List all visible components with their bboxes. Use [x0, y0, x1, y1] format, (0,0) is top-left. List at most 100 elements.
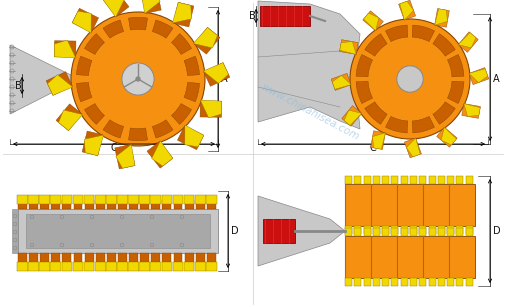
- Circle shape: [71, 12, 205, 146]
- Bar: [456, 176, 463, 184]
- Polygon shape: [152, 141, 173, 166]
- Bar: [117, 195, 128, 204]
- Bar: [437, 176, 444, 184]
- Bar: [391, 278, 397, 286]
- Bar: [344, 278, 351, 286]
- Bar: [139, 195, 149, 204]
- Bar: [391, 226, 397, 234]
- Bar: [409, 228, 416, 236]
- Polygon shape: [46, 72, 72, 95]
- Bar: [26, 214, 210, 248]
- Polygon shape: [115, 145, 135, 169]
- Bar: [428, 228, 435, 236]
- Polygon shape: [10, 45, 79, 114]
- Bar: [344, 184, 474, 226]
- Wedge shape: [356, 54, 372, 77]
- Bar: [372, 278, 379, 286]
- Text: B: B: [15, 81, 22, 91]
- Polygon shape: [406, 138, 420, 157]
- Bar: [95, 195, 106, 204]
- Bar: [409, 176, 416, 184]
- Bar: [419, 228, 425, 236]
- Bar: [84, 253, 93, 262]
- Bar: [129, 200, 138, 209]
- Wedge shape: [103, 120, 123, 138]
- Text: A: A: [492, 74, 498, 84]
- Bar: [39, 195, 50, 204]
- Bar: [118, 200, 127, 209]
- Bar: [428, 176, 435, 184]
- Bar: [172, 262, 183, 271]
- Wedge shape: [152, 20, 173, 38]
- Polygon shape: [372, 133, 385, 149]
- Text: C: C: [369, 143, 376, 153]
- Bar: [62, 195, 72, 204]
- Polygon shape: [141, 0, 160, 14]
- Bar: [84, 262, 94, 271]
- Bar: [409, 226, 416, 234]
- Bar: [372, 228, 379, 236]
- Bar: [344, 228, 351, 236]
- Bar: [18, 253, 27, 262]
- Bar: [437, 226, 444, 234]
- Bar: [195, 200, 204, 209]
- Bar: [419, 176, 425, 184]
- Polygon shape: [173, 2, 193, 27]
- Polygon shape: [339, 41, 356, 54]
- Bar: [29, 200, 38, 209]
- Bar: [95, 262, 106, 271]
- Bar: [150, 195, 161, 204]
- Bar: [62, 253, 71, 262]
- Bar: [50, 195, 61, 204]
- Bar: [465, 278, 472, 286]
- Bar: [354, 226, 361, 234]
- Polygon shape: [258, 196, 344, 266]
- Bar: [17, 262, 28, 271]
- Bar: [161, 262, 172, 271]
- Bar: [428, 278, 435, 286]
- Polygon shape: [461, 103, 479, 118]
- Wedge shape: [171, 33, 191, 54]
- Polygon shape: [339, 40, 358, 54]
- Circle shape: [396, 66, 422, 92]
- Wedge shape: [128, 17, 147, 30]
- Bar: [344, 176, 351, 184]
- Polygon shape: [116, 144, 135, 168]
- Polygon shape: [440, 127, 456, 145]
- Bar: [62, 200, 71, 209]
- Polygon shape: [72, 8, 98, 32]
- Wedge shape: [171, 103, 191, 124]
- Bar: [437, 228, 444, 236]
- Wedge shape: [128, 128, 147, 141]
- Bar: [95, 253, 105, 262]
- Wedge shape: [385, 25, 407, 41]
- Bar: [95, 200, 105, 209]
- Polygon shape: [434, 9, 448, 27]
- Polygon shape: [200, 100, 221, 118]
- Polygon shape: [199, 101, 221, 117]
- Wedge shape: [84, 103, 104, 124]
- Polygon shape: [184, 125, 204, 147]
- Polygon shape: [84, 135, 104, 156]
- Bar: [17, 195, 28, 204]
- Bar: [372, 176, 379, 184]
- Bar: [381, 226, 388, 234]
- Bar: [456, 228, 463, 236]
- Polygon shape: [468, 68, 488, 85]
- Wedge shape: [446, 54, 463, 77]
- Bar: [260, 6, 310, 26]
- Bar: [40, 253, 49, 262]
- Polygon shape: [458, 32, 477, 52]
- Polygon shape: [363, 13, 378, 31]
- Bar: [363, 176, 370, 184]
- Bar: [150, 262, 161, 271]
- Polygon shape: [59, 110, 82, 130]
- Bar: [195, 253, 204, 262]
- Bar: [172, 195, 183, 204]
- Polygon shape: [458, 33, 475, 48]
- Bar: [40, 200, 49, 209]
- Bar: [465, 176, 472, 184]
- Bar: [73, 262, 83, 271]
- Polygon shape: [203, 63, 229, 86]
- Text: D: D: [492, 226, 499, 236]
